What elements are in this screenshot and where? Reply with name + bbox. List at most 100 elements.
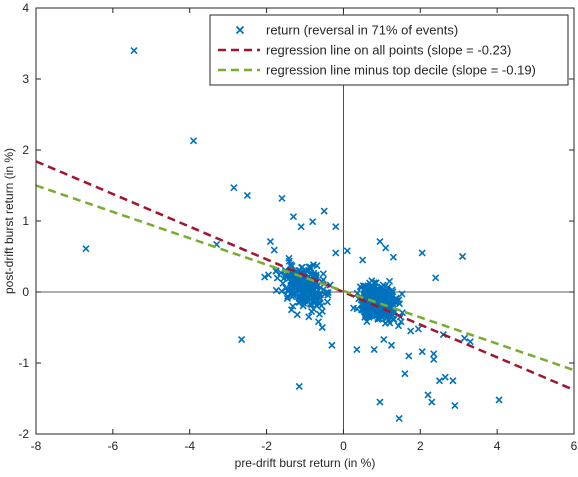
data-point (320, 207, 328, 215)
y-axis-label: post-drift burst return (in %) (2, 148, 16, 294)
legend-label: regression line minus top decile (slope … (266, 63, 536, 78)
data-point (332, 223, 340, 231)
data-point (405, 352, 413, 360)
data-point (394, 322, 403, 330)
data-point (243, 191, 251, 200)
data-point (285, 274, 294, 282)
data-point (261, 273, 269, 281)
x-tick-label: 2 (417, 439, 424, 453)
data-point (385, 277, 394, 285)
y-tick-label: 4 (22, 1, 29, 15)
data-point (230, 184, 238, 192)
data-point (343, 247, 351, 255)
data-point (430, 350, 438, 358)
data-point (289, 213, 298, 221)
legend-label: regression line on all points (slope = -… (266, 43, 511, 58)
data-point (353, 305, 361, 313)
data-point (294, 278, 302, 286)
regression-line-all (35, 160, 575, 392)
data-point (451, 402, 459, 410)
data-point (365, 303, 373, 311)
data-point (389, 253, 397, 261)
data-point (382, 244, 390, 252)
data-point (387, 341, 396, 349)
data-point (297, 223, 305, 231)
series-layer (35, 47, 575, 422)
data-point (285, 254, 293, 262)
data-point (385, 316, 393, 324)
data-point (376, 238, 384, 246)
data-point (272, 286, 280, 294)
data-point (407, 327, 415, 335)
x-tick-label: -4 (184, 439, 195, 453)
legend-box (209, 14, 569, 86)
data-point (273, 274, 281, 282)
data-point (238, 336, 246, 344)
data-point (82, 245, 90, 253)
data-point (388, 286, 396, 294)
data-point (316, 300, 324, 308)
data-point (375, 305, 383, 314)
data-point (372, 288, 380, 296)
data-point (318, 307, 326, 315)
data-point (428, 398, 436, 406)
data-point (307, 290, 315, 298)
data-point (309, 218, 317, 226)
data-point (308, 308, 316, 316)
data-point (395, 414, 403, 422)
legend-marker-scatter (235, 25, 245, 35)
y-tick-label: 2 (22, 143, 29, 157)
x-tick-label: -8 (31, 439, 42, 453)
data-point (458, 252, 467, 261)
data-point (287, 278, 296, 286)
data-point (430, 355, 438, 364)
data-point (272, 267, 280, 275)
data-point (312, 283, 320, 292)
data-point (398, 290, 406, 298)
data-point (424, 391, 432, 399)
data-point (365, 312, 373, 320)
y-tick-label: 3 (22, 72, 29, 86)
data-point (285, 287, 293, 295)
y-tick-label: -2 (18, 427, 29, 441)
data-point (435, 377, 444, 385)
data-point (283, 294, 291, 302)
data-point (293, 311, 301, 319)
data-point (324, 288, 332, 297)
y-tick-label: -1 (18, 356, 29, 370)
data-point (305, 313, 313, 321)
legend-label: return (reversal in 71% of events) (266, 23, 458, 38)
data-point (314, 318, 323, 326)
data-point (319, 270, 327, 278)
axes-layer: -8 -6 -4 -2 0 2 4 6 -2 -1 0 1 2 3 4 (18, 1, 577, 453)
data-point (300, 290, 308, 298)
data-point (270, 246, 278, 254)
data-point (266, 238, 274, 246)
x-tick-label: -6 (108, 439, 119, 453)
data-point (398, 309, 406, 317)
data-point (288, 262, 296, 270)
legend: return (reversal in 71% of events) regres… (209, 14, 569, 86)
data-point (370, 345, 378, 354)
data-point (284, 292, 292, 301)
data-point (318, 323, 326, 332)
data-point (189, 137, 198, 145)
data-point (369, 310, 378, 318)
data-point (279, 279, 287, 287)
x-tick-label: 0 (340, 439, 347, 453)
data-point (397, 318, 405, 326)
data-point (363, 317, 371, 326)
data-point (441, 373, 449, 381)
data-point (495, 396, 503, 404)
data-point (287, 306, 296, 314)
data-point (395, 300, 404, 308)
data-point (449, 377, 457, 385)
data-point (295, 382, 303, 390)
data-point (323, 298, 331, 306)
data-point (307, 264, 315, 273)
y-tick-label: 0 (22, 285, 29, 299)
data-point (359, 256, 367, 264)
data-point (328, 341, 336, 349)
